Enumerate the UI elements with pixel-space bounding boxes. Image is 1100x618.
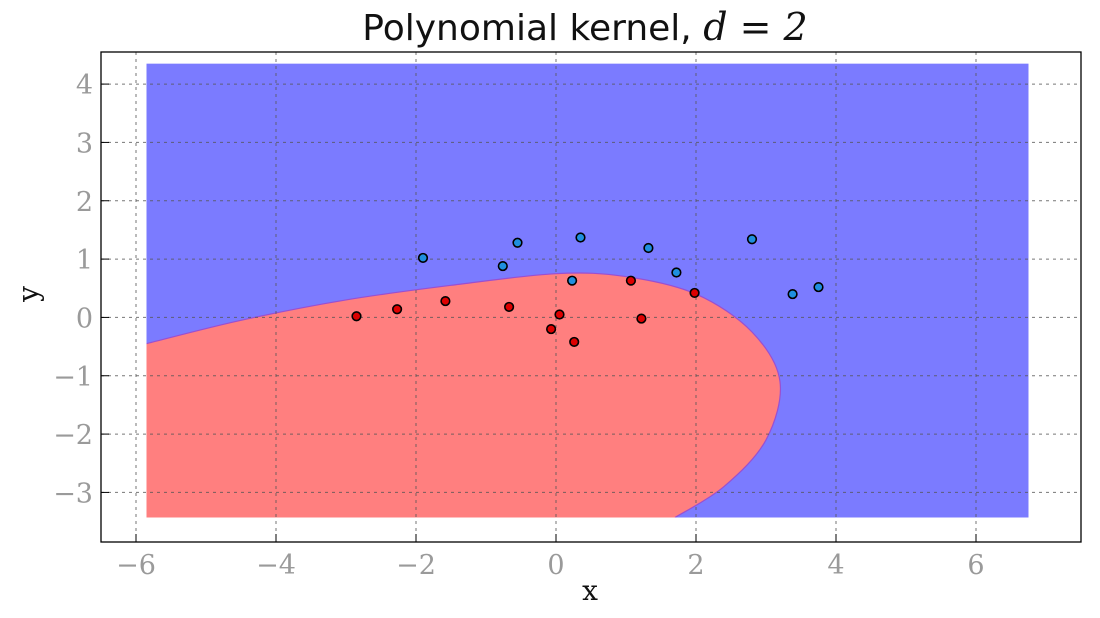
chart-title: Polynomial kernel, d = 2 <box>362 5 807 49</box>
blue-data-point <box>417 252 429 264</box>
blue-data-point <box>746 234 758 245</box>
red-data-point <box>636 313 647 324</box>
y-tick-label: 0 <box>76 303 93 334</box>
y-tick-label: 3 <box>76 128 93 159</box>
y-tick-label: 1 <box>76 245 93 276</box>
red-data-point <box>392 304 403 315</box>
blue-data-point <box>566 275 578 286</box>
blue-data-point <box>575 232 586 243</box>
decision-boundary-line <box>146 272 782 518</box>
y-axis-label: y <box>12 286 45 303</box>
y-tick-label: 4 <box>76 70 93 101</box>
axes-frame <box>100 51 1082 543</box>
x-tick-label: 6 <box>967 550 984 581</box>
x-tick-label: 4 <box>827 550 844 581</box>
x-tick-label: −6 <box>116 550 156 581</box>
blue-data-point <box>512 237 523 248</box>
blue-data-point <box>813 281 824 293</box>
x-tick-label: 2 <box>687 550 704 581</box>
red-data-point <box>351 311 362 322</box>
x-tick-label: −4 <box>256 550 296 581</box>
y-tick-label: −1 <box>53 362 93 393</box>
red-data-point <box>554 309 565 320</box>
y-tick-label: −2 <box>53 420 93 451</box>
red-data-point <box>625 275 637 286</box>
x-axis-label: x <box>582 574 598 607</box>
y-tick-label: 2 <box>76 187 93 218</box>
red-class-region <box>146 273 781 518</box>
blue-data-point <box>671 267 682 278</box>
y-tick-label: −3 <box>53 478 93 509</box>
red-data-point <box>689 287 700 299</box>
plot-area: −6 −4 −2 0 2 4 6 −3 −2 −1 0 1 2 3 4 <box>53 51 1082 581</box>
blue-data-point <box>497 260 508 272</box>
blue-data-point <box>787 288 798 300</box>
x-tick-label: −2 <box>396 550 436 581</box>
red-data-point <box>545 323 557 335</box>
red-data-point <box>440 295 451 307</box>
blue-data-point <box>643 242 654 254</box>
x-tick-label: 0 <box>547 550 564 581</box>
red-data-point <box>504 301 515 313</box>
red-data-point <box>569 336 580 348</box>
